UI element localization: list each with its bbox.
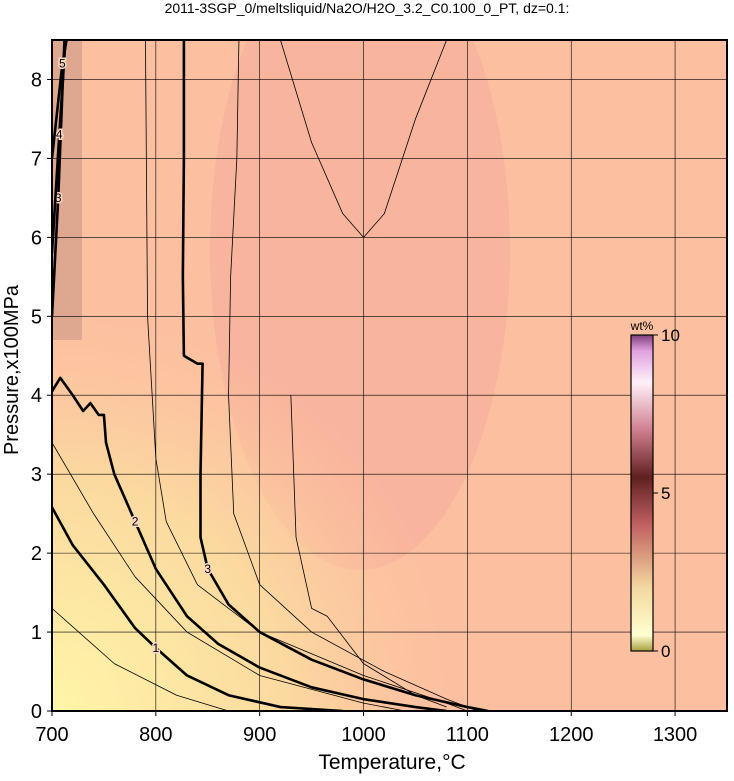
y-tick-label: 8 <box>31 69 42 91</box>
contour-label: 1 <box>153 641 160 655</box>
contour-line <box>52 506 343 711</box>
plot-background <box>52 40 727 711</box>
colorbar-scale <box>630 334 654 652</box>
contour-line <box>280 40 447 238</box>
y-tick-label: 4 <box>31 385 42 407</box>
y-tick-label: 0 <box>31 701 42 723</box>
y-tick-label: 5 <box>31 306 42 328</box>
contour-line <box>145 40 468 711</box>
contour-label: 4 <box>56 128 63 142</box>
contour-line <box>52 40 68 159</box>
colorbar-label: wt% <box>630 319 654 333</box>
colorbar-tick-label: 5 <box>661 484 670 503</box>
y-axis-label: Pressure,x100MPa <box>1 284 23 455</box>
contour-label: 3 <box>204 562 211 576</box>
colorbar-tick-label: 10 <box>661 326 680 345</box>
contour-label: 2 <box>132 515 139 529</box>
y-tick-label: 1 <box>31 622 42 644</box>
contour-label: 3 <box>55 191 62 205</box>
x-tick-label: 1000 <box>341 724 386 746</box>
contour-line <box>52 442 406 711</box>
contour-label: 5 <box>59 57 66 71</box>
contour-line <box>52 608 229 711</box>
chart-title: 2011-3SGP_0/meltsliquid/Na2O/H2O_3.2_C0.… <box>165 0 570 16</box>
x-tick-label: 800 <box>139 724 172 746</box>
plot-frame <box>51 39 728 712</box>
y-tick-label: 7 <box>31 148 42 170</box>
y-tick-label: 3 <box>31 464 42 486</box>
contour-line <box>228 40 478 711</box>
contours: 1 2 3 3 4 5 <box>52 40 489 711</box>
x-tick-label: 700 <box>35 724 68 746</box>
contour-line <box>52 40 67 254</box>
x-axis-label: Temperature,°C <box>318 751 465 774</box>
y-tick-label: 6 <box>31 227 42 249</box>
x-tick-label: 1200 <box>549 724 594 746</box>
grid <box>51 40 727 712</box>
contour-line <box>52 376 447 711</box>
colorbar: wt% 0 5 10 <box>630 319 680 661</box>
colorbar-tick-label: 0 <box>661 642 670 661</box>
x-tick-label: 1100 <box>446 724 489 746</box>
x-tick-label: 1300 <box>653 724 698 746</box>
contour-line <box>290 395 447 708</box>
x-tick-label: 900 <box>243 724 276 746</box>
y-tick-label: 2 <box>31 543 42 565</box>
